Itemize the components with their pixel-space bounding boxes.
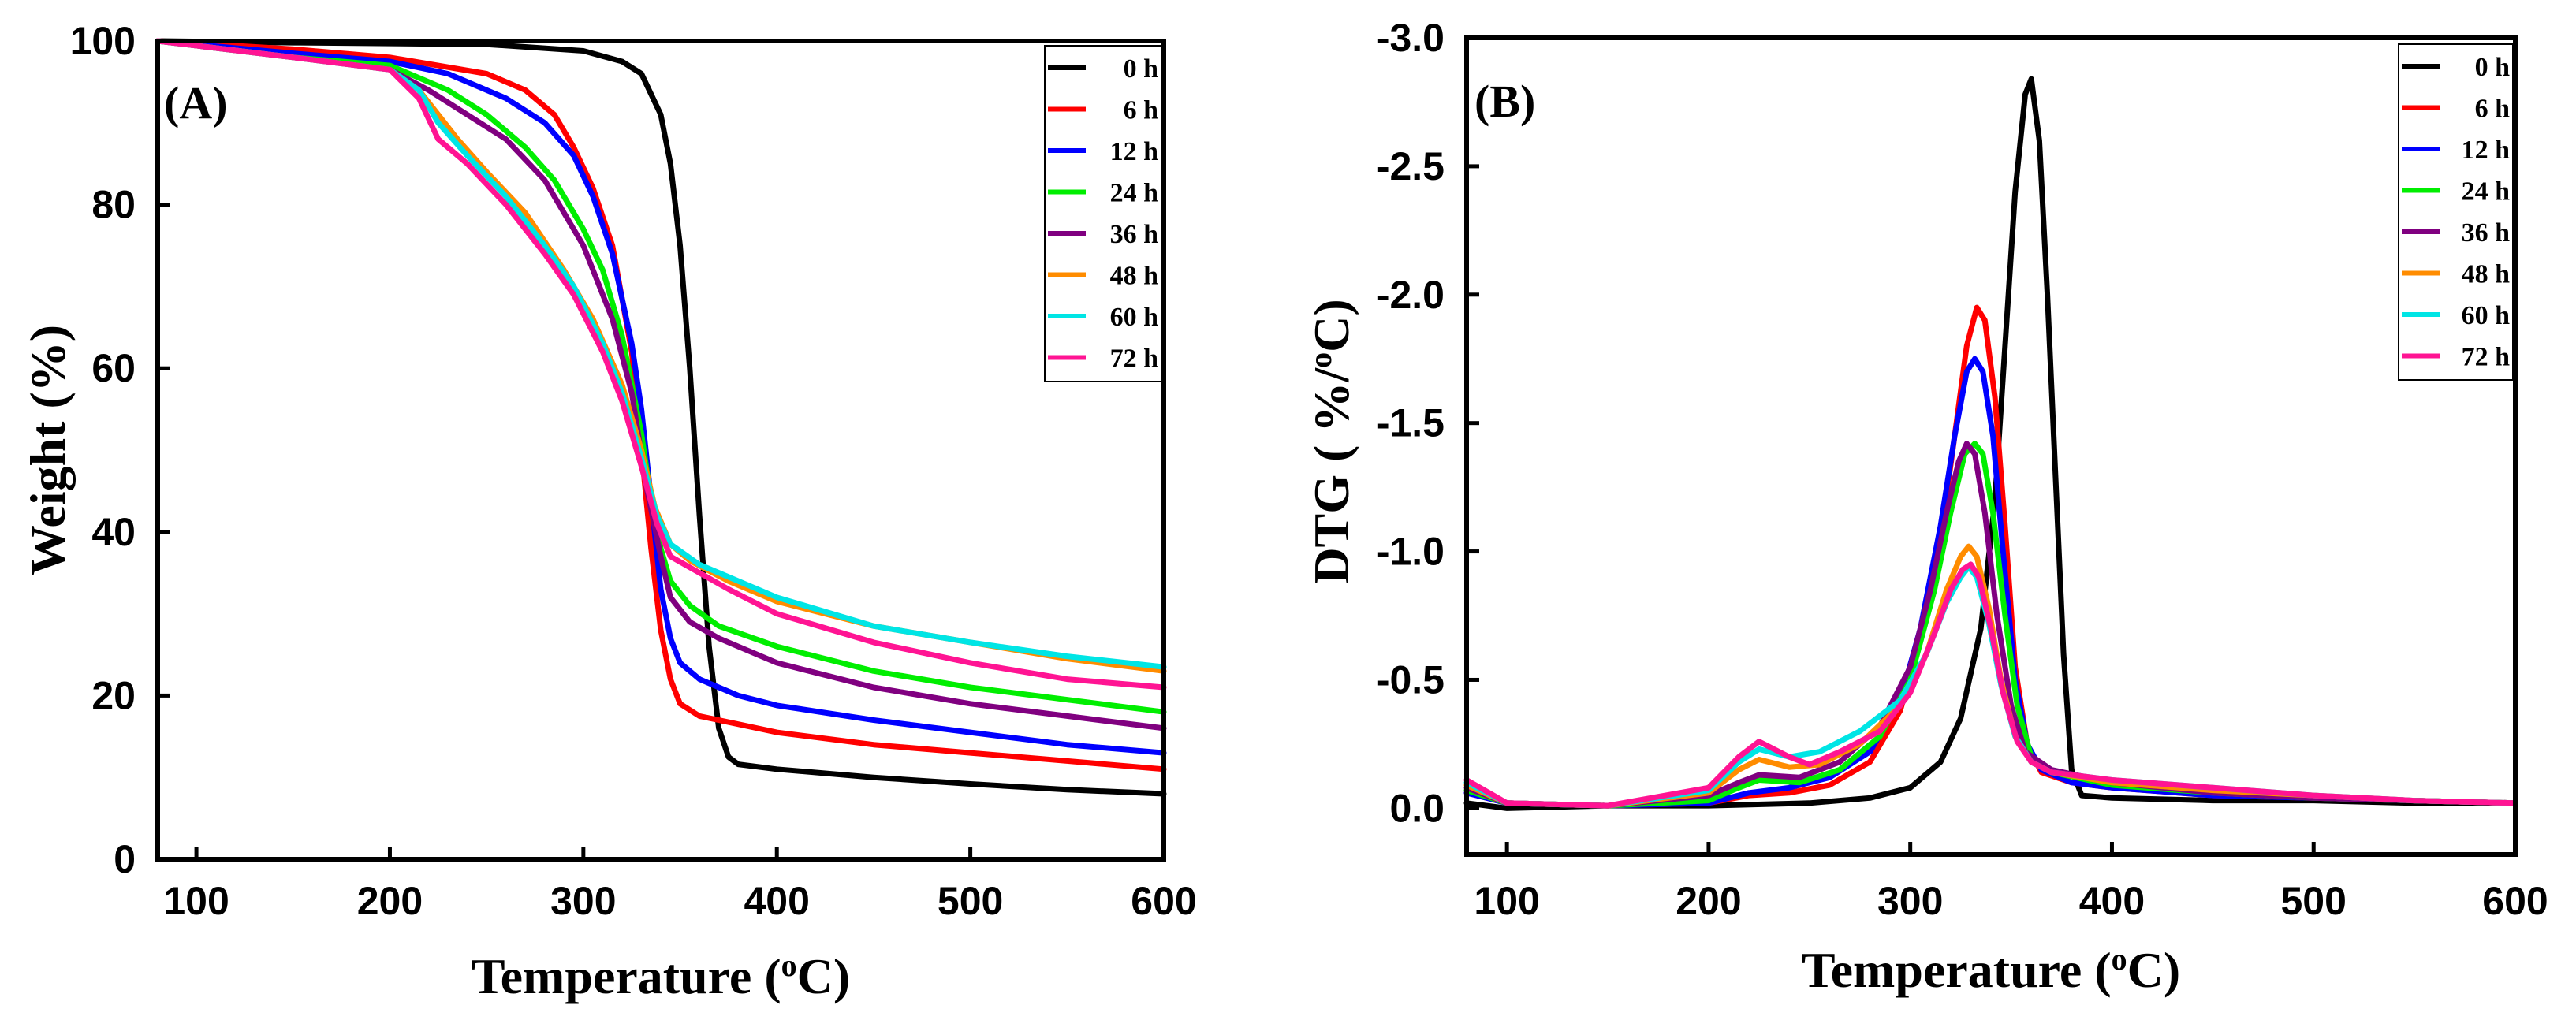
panel-b-y-tick-label: -0.5 bbox=[1377, 657, 1445, 702]
panel-a-y-tick-label: 0 bbox=[114, 837, 136, 881]
panel-a-legend-box bbox=[1044, 45, 1162, 382]
panel-a-y-tick-label: 20 bbox=[91, 673, 136, 717]
panel-b-y-tick-label: -1.5 bbox=[1377, 401, 1445, 445]
panel-b-y-tick-label: -3.0 bbox=[1377, 16, 1445, 60]
panel-b-legend-box bbox=[2398, 43, 2514, 381]
panel-b-y-tick-label: -2.0 bbox=[1377, 273, 1445, 317]
panel-b-frame bbox=[1464, 35, 2518, 857]
panel-a-curves bbox=[155, 38, 1167, 797]
panel-a-legend-label: 60 h bbox=[1110, 303, 1159, 332]
panel-b: 100 200 300 400 500 600 0.0 -0.5 -1.0 -1.5 -2.0 -2.… bbox=[1303, 16, 2548, 998]
panel-b-y-axis-title: DTG ( %/oC) bbox=[1303, 299, 1360, 583]
panel-a-y-tick-label: 100 bbox=[70, 19, 136, 63]
panel-b-series-60h bbox=[1463, 564, 2518, 809]
panel-a: 100 200 300 400 500 600 0 20 40 60 80 100 (A) Tempe… bbox=[20, 19, 1197, 1004]
panel-a-legend-label: 0 h bbox=[1124, 54, 1159, 84]
panel-b-legend-label: 12 h bbox=[2462, 136, 2511, 165]
panel-a-legend-label: 6 h bbox=[1124, 96, 1159, 125]
panel-b-label: (B) bbox=[1474, 76, 1535, 127]
panel-b-legend: 0 h 6 h 12 h 24 h 36 h 48 h 60 h 72 h bbox=[2398, 43, 2514, 381]
panel-a-legend: 0 h 6 h 12 h 24 h 36 h 48 h 60 h 72 h bbox=[1044, 45, 1162, 382]
panel-b-legend-label: 48 h bbox=[2462, 260, 2511, 289]
panel-b-legend-label: 0 h bbox=[2475, 53, 2511, 82]
panel-a-label: (A) bbox=[164, 77, 228, 128]
panel-a-legend-label: 48 h bbox=[1110, 262, 1159, 291]
panel-a-x-tick-label: 600 bbox=[1131, 879, 1196, 923]
panel-b-x-tick-label: 200 bbox=[1676, 879, 1741, 923]
panel-b-series-0h bbox=[1463, 76, 2518, 811]
panel-b-curves bbox=[1463, 76, 2518, 811]
panel-a-x-axis-title: Temperature (oC) bbox=[472, 947, 850, 1005]
panel-a-y-tick-label: 60 bbox=[91, 346, 136, 390]
panel-a-legend-label: 12 h bbox=[1110, 137, 1159, 166]
panel-a-series-24h bbox=[155, 38, 1167, 715]
panel-a-y-tick-label: 40 bbox=[91, 510, 136, 554]
panel-a-x-tick-label: 400 bbox=[744, 879, 810, 923]
panel-a-y-axis-title: Weight (%) bbox=[20, 325, 76, 575]
panel-b-series-72h bbox=[1463, 561, 2518, 809]
panel-a-y-tick-label: 80 bbox=[91, 183, 136, 227]
panel-b-x-tick-label: 300 bbox=[1877, 879, 1943, 923]
panel-a-series-60h bbox=[155, 38, 1167, 670]
panel-b-x-tick-label: 600 bbox=[2482, 879, 2548, 923]
panel-a-x-tick-label: 200 bbox=[357, 879, 423, 923]
panel-a-series-0h bbox=[155, 38, 1167, 797]
panel-b-y-tick-label: -1.0 bbox=[1377, 530, 1445, 574]
panel-a-frame bbox=[155, 39, 1166, 862]
panel-b-y-tick-label: -2.5 bbox=[1377, 144, 1445, 188]
panel-a-series-72h bbox=[155, 38, 1167, 691]
panel-a-series-6h bbox=[155, 38, 1167, 772]
panel-a-legend-label: 24 h bbox=[1110, 179, 1159, 208]
panel-b-legend-label: 24 h bbox=[2462, 177, 2511, 207]
panel-a-x-tick-label: 100 bbox=[163, 879, 229, 923]
panel-a-legend-label: 72 h bbox=[1110, 344, 1159, 374]
panel-b-x-axis-title: Temperature (oC) bbox=[1802, 941, 2180, 999]
panel-b-legend-label: 72 h bbox=[2462, 343, 2511, 372]
panel-b-legend-label: 6 h bbox=[2475, 95, 2511, 124]
panel-b-y-tick-label: 0.0 bbox=[1389, 786, 1445, 830]
panel-a-x-tick-label: 500 bbox=[938, 879, 1003, 923]
panel-b-x-tick-label: 500 bbox=[2281, 879, 2347, 923]
panel-a-ticks: 100 200 300 400 500 600 0 20 40 60 80 100 bbox=[70, 19, 1197, 923]
panel-a-legend-label: 36 h bbox=[1110, 220, 1159, 249]
panel-b-ticks: 100 200 300 400 500 600 0.0 -0.5 -1.0 -1.5 -2.0 -2.… bbox=[1377, 16, 2548, 923]
panel-a-x-tick-label: 300 bbox=[550, 879, 616, 923]
panel-b-legend-label: 60 h bbox=[2462, 301, 2511, 330]
panel-b-series-12h bbox=[1463, 356, 2518, 809]
panel-b-legend-label: 36 h bbox=[2462, 218, 2511, 248]
panel-b-x-tick-label: 400 bbox=[2079, 879, 2145, 923]
panel-b-x-tick-label: 100 bbox=[1474, 879, 1539, 923]
